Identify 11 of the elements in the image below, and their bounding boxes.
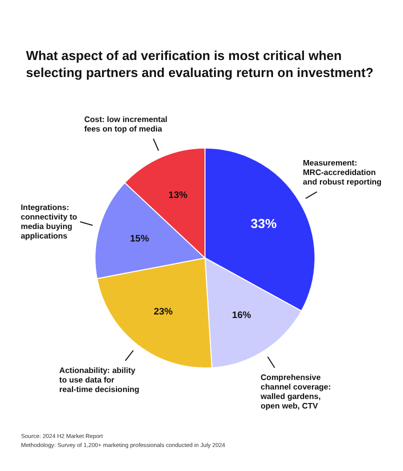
slice-label: Actionability: ability to use data for real-time decisioning: [59, 366, 140, 394]
slice-label: Cost: low incremental fees on top of media: [84, 114, 168, 134]
data-label: 33%: [250, 216, 278, 231]
data-label: 23%: [154, 306, 174, 318]
chart-title: What aspect of ad verification is most critical when selecting partners and evaluating return on investment?: [26, 48, 374, 80]
slice-label: Comprehensive channel coverage: walled gardens, open web, CTV: [260, 373, 331, 411]
data-label: 15%: [130, 233, 150, 244]
data-label: 13%: [168, 190, 188, 201]
data-label: 16%: [232, 310, 252, 322]
slice-label: Measurement: MRC-accredidation and robust reporting: [302, 158, 382, 187]
slice-label: Integrations: connectivity to media buying applications: [20, 202, 78, 240]
